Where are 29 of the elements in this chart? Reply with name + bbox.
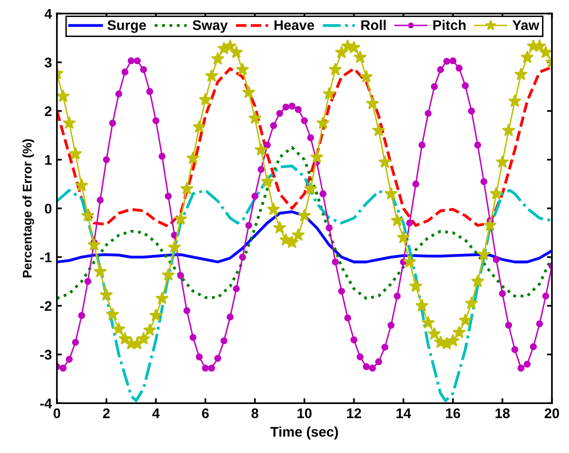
legend-label: Roll <box>361 20 386 30</box>
y-tick-label: 4 <box>44 9 52 19</box>
x-tick-label: 12 <box>347 408 362 418</box>
x-tick-label: 20 <box>544 408 560 418</box>
legend-label: Yaw <box>512 20 540 30</box>
y-tick-label: 2 <box>44 106 52 116</box>
legend-label: Heave <box>274 20 314 30</box>
legend-label: Sway <box>192 20 228 33</box>
y-tick-label: 1 <box>45 155 52 165</box>
line-series <box>56 146 552 300</box>
y-tick-label: 0 <box>44 204 52 214</box>
x-tick-label: 18 <box>496 408 510 418</box>
x-tick-label: 16 <box>446 408 460 418</box>
x-tick-label: 8 <box>251 408 258 418</box>
x-tick-label: 2 <box>103 408 110 418</box>
legend-label: Surge <box>107 20 146 33</box>
x-axis-title: Time (sec) <box>270 426 338 440</box>
x-tick-label: 14 <box>396 408 412 418</box>
x-tick-label: 4 <box>152 408 160 418</box>
x-tick-label: 0 <box>54 408 60 418</box>
y-tick-label: -2 <box>40 301 52 311</box>
x-tick-label: 10 <box>298 408 312 418</box>
y-axis-title: Percentage of Error (%) <box>22 139 34 278</box>
y-tick-label: 3 <box>44 58 52 68</box>
y-tick-label: -4 <box>40 398 52 408</box>
x-tick-label: 6 <box>202 408 209 418</box>
y-tick-label: -3 <box>40 350 52 360</box>
y-tick-label: -1 <box>40 252 52 262</box>
legend-label: Pitch <box>433 20 466 30</box>
